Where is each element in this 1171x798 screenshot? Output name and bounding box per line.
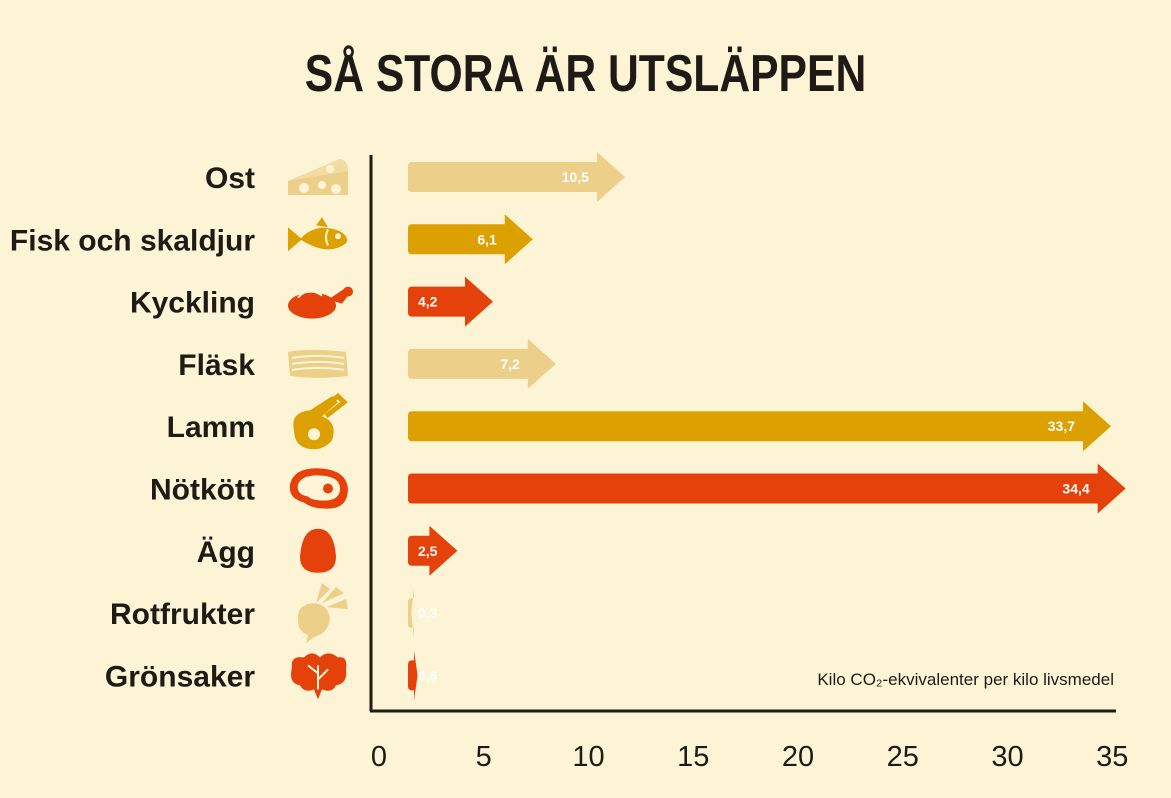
x-tick-label: 5 xyxy=(476,741,492,773)
steak-icon xyxy=(289,468,348,509)
category-label: Lamm xyxy=(167,411,255,444)
x-tick-label: 0 xyxy=(371,741,387,773)
lamb-chop-icon xyxy=(293,392,348,450)
value-label: 7,2 xyxy=(500,356,520,372)
x-tick-label: 10 xyxy=(572,741,604,773)
x-tick-label: 20 xyxy=(782,741,814,773)
bar-rows: Ost 10,5 Fisk och skaldjur 6,1 Kyckling 4,2 Fl… xyxy=(10,152,1126,701)
lettuce-icon xyxy=(291,653,347,700)
beetroot-icon xyxy=(297,583,348,644)
category-label: Fläsk xyxy=(178,349,255,382)
cheese-icon xyxy=(288,159,348,195)
bar xyxy=(408,338,556,389)
bar-row: Grönsaker 0,6 xyxy=(105,650,438,701)
category-label: Nötkött xyxy=(150,474,255,507)
value-label: 0,3 xyxy=(418,605,438,621)
bar xyxy=(408,276,493,327)
category-label: Ost xyxy=(205,162,255,195)
bar-row: Ägg 2,5 xyxy=(197,525,458,576)
bar-row: Nötkött 34,4 xyxy=(150,463,1126,514)
chart-title: SÅ STORA ÄR UTSLÄPPEN xyxy=(304,45,867,103)
x-tick-label: 25 xyxy=(887,741,919,773)
value-label: 34,4 xyxy=(1062,481,1089,497)
category-label: Kyckling xyxy=(130,287,255,320)
category-label: Fisk och skaldjur xyxy=(10,224,255,257)
bacon-icon xyxy=(288,349,348,378)
x-ticks: 0 5 10 15 20 25 30 35 xyxy=(371,741,1128,773)
value-label: 6,1 xyxy=(477,231,497,247)
value-label: 2,5 xyxy=(418,543,438,559)
bar-row: Ost 10,5 xyxy=(205,152,625,202)
x-tick-label: 15 xyxy=(677,741,709,773)
bar-row: Lamm 33,7 xyxy=(167,392,1112,452)
bar xyxy=(408,525,458,576)
bar xyxy=(408,214,533,265)
bar xyxy=(408,588,414,639)
bar-row: Fläsk 7,2 xyxy=(178,338,556,389)
bar xyxy=(408,152,625,202)
fish-icon xyxy=(288,217,348,252)
chicken-icon xyxy=(288,286,353,319)
value-label: 10,5 xyxy=(562,169,589,185)
x-tick-label: 35 xyxy=(1096,741,1128,773)
bar xyxy=(408,463,1126,514)
egg-icon xyxy=(300,528,336,573)
bar xyxy=(408,650,418,701)
bar-row: Rotfrukter 0,3 xyxy=(110,583,438,644)
bar xyxy=(408,401,1112,452)
value-label: 0,6 xyxy=(418,667,438,683)
axes xyxy=(369,155,1116,713)
unit-note: Kilo CO₂-ekvivalenter per kilo livsmedel xyxy=(817,670,1114,689)
x-tick-label: 30 xyxy=(991,741,1023,773)
category-label: Grönsaker xyxy=(105,660,255,693)
category-label: Ägg xyxy=(197,536,255,569)
value-label: 33,7 xyxy=(1048,418,1075,434)
value-label: 4,2 xyxy=(418,294,438,310)
category-label: Rotfrukter xyxy=(110,598,255,631)
bar-row: Kyckling 4,2 xyxy=(130,276,493,327)
bar-row: Fisk och skaldjur 6,1 xyxy=(10,214,533,265)
